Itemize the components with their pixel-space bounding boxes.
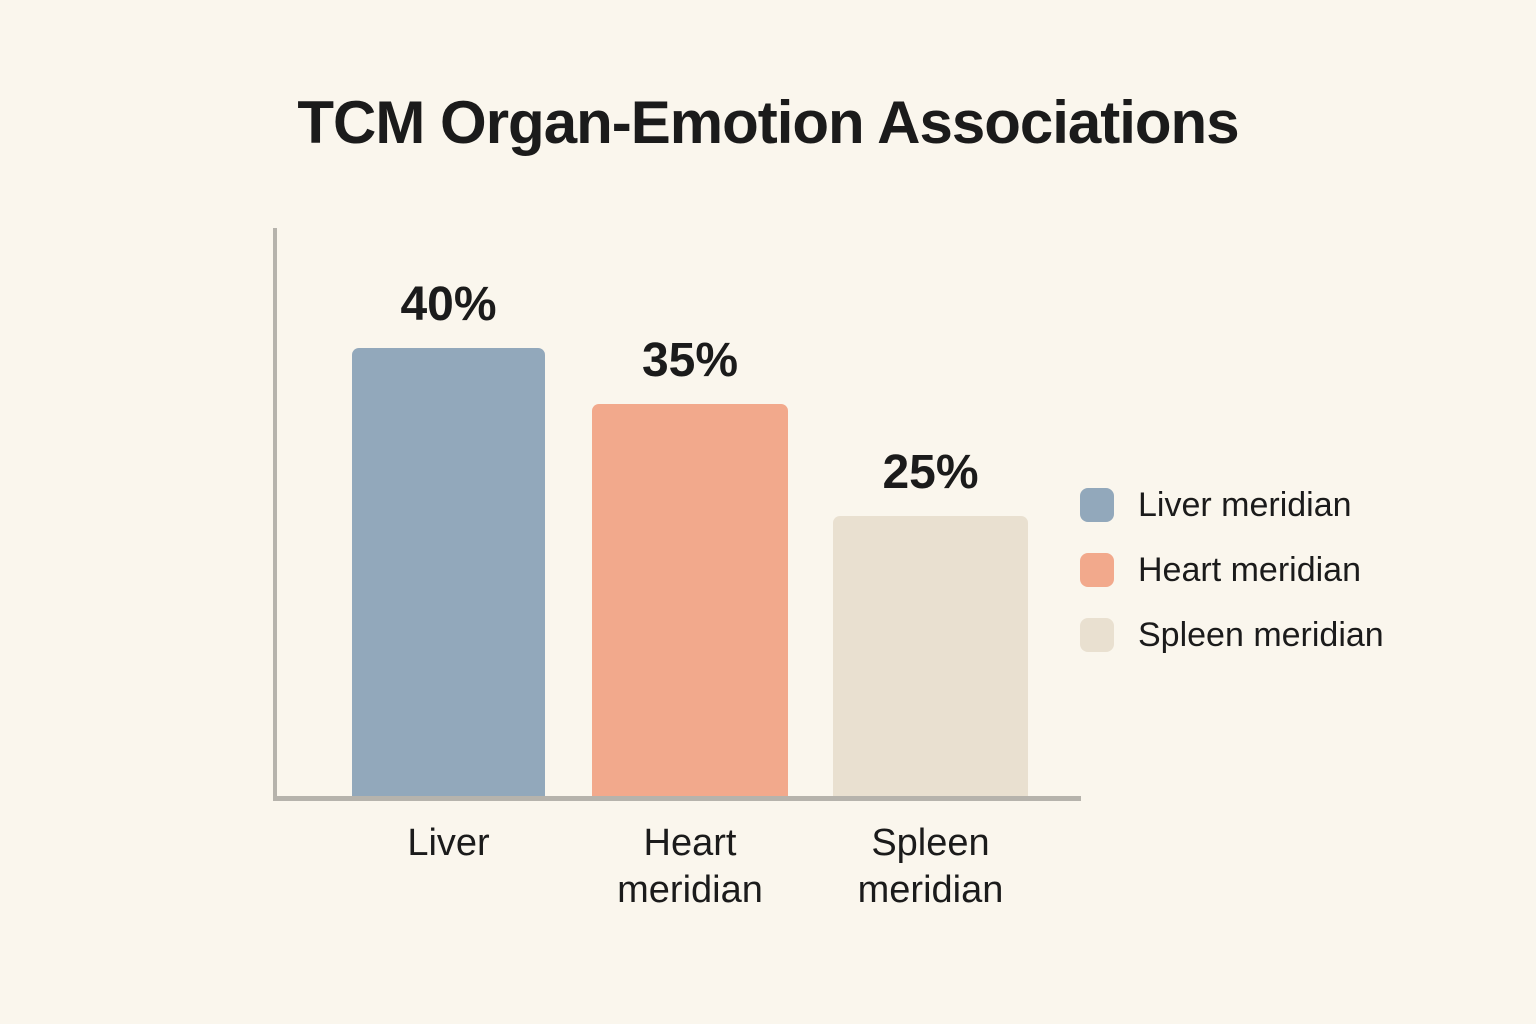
bar-liver: [352, 348, 545, 796]
bar-value-label-spleen: 25%: [882, 446, 979, 499]
bar-group-heart: 35%: [592, 0, 788, 796]
legend: Liver meridian Heart meridian Spleen mer…: [1080, 485, 1384, 683]
legend-item-heart: Heart meridian: [1080, 550, 1384, 589]
x-axis-line: [273, 796, 1081, 801]
chart-title: TCM Organ-Emotion Associations: [297, 89, 1239, 156]
bar-value-label-heart: 35%: [641, 334, 739, 387]
bar-group-liver: 40%: [352, 0, 545, 796]
legend-item-spleen: Spleen meridian: [1080, 615, 1384, 654]
bar-value-label-liver: 40%: [400, 278, 497, 331]
x-tick-label-heart: Heart meridian: [617, 822, 763, 911]
bar-spleen: [833, 516, 1028, 796]
bar-group-spleen: 25%: [833, 0, 1028, 796]
bar-heart: [592, 404, 788, 796]
legend-swatch-liver: [1080, 488, 1114, 522]
legend-item-liver: Liver meridian: [1080, 485, 1384, 524]
legend-swatch-spleen: [1080, 618, 1114, 652]
legend-label-spleen: Spleen meridian: [1138, 615, 1384, 654]
y-axis-line: [273, 228, 277, 800]
legend-swatch-heart: [1080, 553, 1114, 587]
legend-label-liver: Liver meridian: [1138, 485, 1352, 524]
x-tick-label-spleen: Spleen meridian: [857, 822, 1004, 911]
x-tick-label-liver: Liver: [407, 822, 490, 864]
legend-label-heart: Heart meridian: [1138, 550, 1361, 589]
